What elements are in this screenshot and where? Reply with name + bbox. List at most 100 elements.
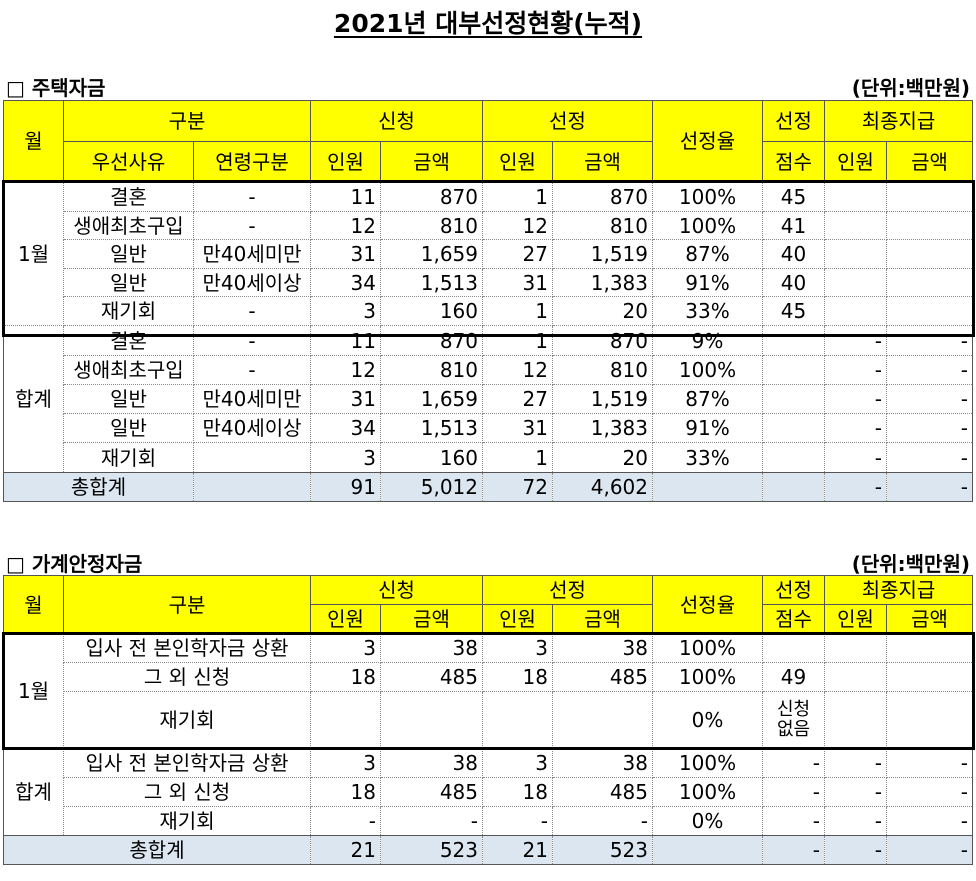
month-cell: 1월: [3, 181, 64, 326]
apply-amount-cell: 1,659: [380, 239, 483, 269]
select-amount-cell: 810: [552, 355, 653, 385]
select-amount-cell: 1,383: [552, 268, 653, 297]
apply-people-cell: 3: [310, 442, 381, 473]
header-apply-amount: 금액: [380, 604, 483, 634]
age-cell: 만40세미만: [193, 239, 311, 269]
final-people-cell: [824, 239, 887, 269]
apply-people-cell: 18: [310, 662, 381, 692]
header-apply-amount: 금액: [380, 141, 483, 182]
final-amount-cell: -: [886, 413, 973, 443]
category-cell: 그 외 신청: [63, 662, 311, 692]
age-cell: 만40세이상: [193, 268, 311, 297]
reason-cell: 일반: [63, 384, 194, 414]
select-amount-cell: 870: [552, 181, 653, 212]
total-select-amount: 523: [552, 835, 653, 865]
final-amount-cell: [886, 296, 973, 326]
select-people-cell: 27: [482, 384, 553, 414]
final-amount-cell: -: [886, 442, 973, 473]
sum-cell: 합계: [3, 325, 64, 473]
select-people-cell: 12: [482, 355, 553, 385]
final-people-cell: -: [824, 442, 887, 473]
table-row: 일반 만40세이상 34 1,513 31 1,383 91% 40: [4, 268, 973, 297]
apply-amount-cell: 810: [380, 355, 483, 385]
score-cell: 40: [762, 239, 825, 269]
apply-amount-cell: 160: [380, 442, 483, 473]
header-score-top: 선정: [762, 575, 825, 605]
household-table: 월 구분 신청 선정 선정율 선정 최종지급 인원 금액 인원 금액 점수 인원…: [3, 575, 973, 865]
unit-label-housing: (단위:백만원): [851, 76, 970, 100]
apply-people-cell: -: [310, 806, 381, 836]
total-select-people: 72: [482, 472, 553, 502]
apply-amount-cell: 810: [380, 211, 483, 240]
sum-cell: 합계: [3, 747, 64, 836]
reason-cell: 재기회: [63, 442, 194, 473]
age-cell: -: [193, 181, 311, 212]
apply-amount-cell: 870: [380, 181, 483, 212]
select-people-cell: 31: [482, 413, 553, 443]
apply-people-cell: 34: [310, 268, 381, 297]
select-people-cell: -: [482, 806, 553, 836]
total-final-people: -: [824, 835, 887, 865]
score-cell: [762, 633, 825, 663]
score-cell: 41: [762, 211, 825, 240]
score-cell: [762, 384, 825, 414]
score-cell: [762, 325, 825, 356]
rate-cell: 100%: [652, 662, 763, 692]
select-people-cell: 1: [482, 325, 553, 356]
final-amount-cell: [886, 691, 973, 748]
table-row: 그 외 신청 18 485 18 485 100% 49: [4, 662, 973, 692]
select-people-cell: 12: [482, 211, 553, 240]
total-apply-amount: 5,012: [380, 472, 483, 502]
reason-cell: 생애최초구입: [63, 211, 194, 240]
select-people-cell: 1: [482, 296, 553, 326]
reason-cell: 일반: [63, 268, 194, 297]
header-category: 구분: [63, 575, 311, 634]
select-people-cell: 18: [482, 777, 553, 807]
header-month: 월: [3, 575, 64, 634]
table-row: 1월 결혼 - 11 870 1 870 100% 45: [3, 181, 973, 326]
apply-amount-cell: -: [380, 806, 483, 836]
apply-amount-cell: 1,513: [380, 413, 483, 443]
select-people-cell: 18: [482, 662, 553, 692]
total-apply-people: 21: [310, 835, 381, 865]
header-final-amount: 금액: [886, 141, 973, 182]
final-people-cell: [824, 691, 887, 748]
header-score-bottom: 점수: [762, 141, 825, 182]
final-people-cell: [824, 633, 887, 663]
table-row: 재기회 - 3 160 1 20 33% 45: [4, 296, 973, 326]
rate-cell: 0%: [652, 691, 763, 748]
score-cell: -: [762, 777, 825, 807]
table-row: 일반 만40세미만 31 1,659 27 1,519 87% - -: [4, 384, 973, 414]
score-cell: -: [762, 806, 825, 836]
select-amount-cell: [552, 691, 653, 748]
select-amount-cell: 810: [552, 211, 653, 240]
total-select-people: 21: [482, 835, 553, 865]
header-select: 선정: [482, 100, 653, 142]
rate-cell: 33%: [652, 296, 763, 326]
final-people-cell: [824, 181, 887, 212]
total-label: 총합계: [3, 835, 311, 865]
rate-cell: 0%: [652, 806, 763, 836]
final-people-cell: -: [824, 384, 887, 414]
header-rate: 선정율: [652, 575, 763, 634]
score-cell: [762, 413, 825, 443]
age-cell: -: [193, 355, 311, 385]
header-final: 최종지급: [824, 575, 973, 605]
final-amount-cell: [886, 633, 973, 663]
table-row: 재기회 - - - - 0% - - -: [4, 806, 973, 836]
select-amount-cell: 485: [552, 777, 653, 807]
section-title-household: □ 가계안정자금: [6, 552, 143, 576]
rate-cell: 100%: [652, 355, 763, 385]
header-select-people: 인원: [482, 141, 553, 182]
section-title-housing: □ 주택자금: [6, 76, 106, 100]
final-people-cell: -: [824, 355, 887, 385]
page-title: 2021년 대부선정현황(누적): [333, 9, 643, 38]
select-people-cell: 27: [482, 239, 553, 269]
header-final-people: 인원: [824, 141, 887, 182]
final-people-cell: [824, 268, 887, 297]
table-row: 1월 입사 전 본인학자금 상환 3 38 3 38 100%: [3, 633, 973, 748]
rate-cell: 91%: [652, 268, 763, 297]
reason-cell: 결혼: [63, 325, 194, 356]
apply-amount-cell: 38: [380, 633, 483, 663]
apply-people-cell: 34: [310, 413, 381, 443]
